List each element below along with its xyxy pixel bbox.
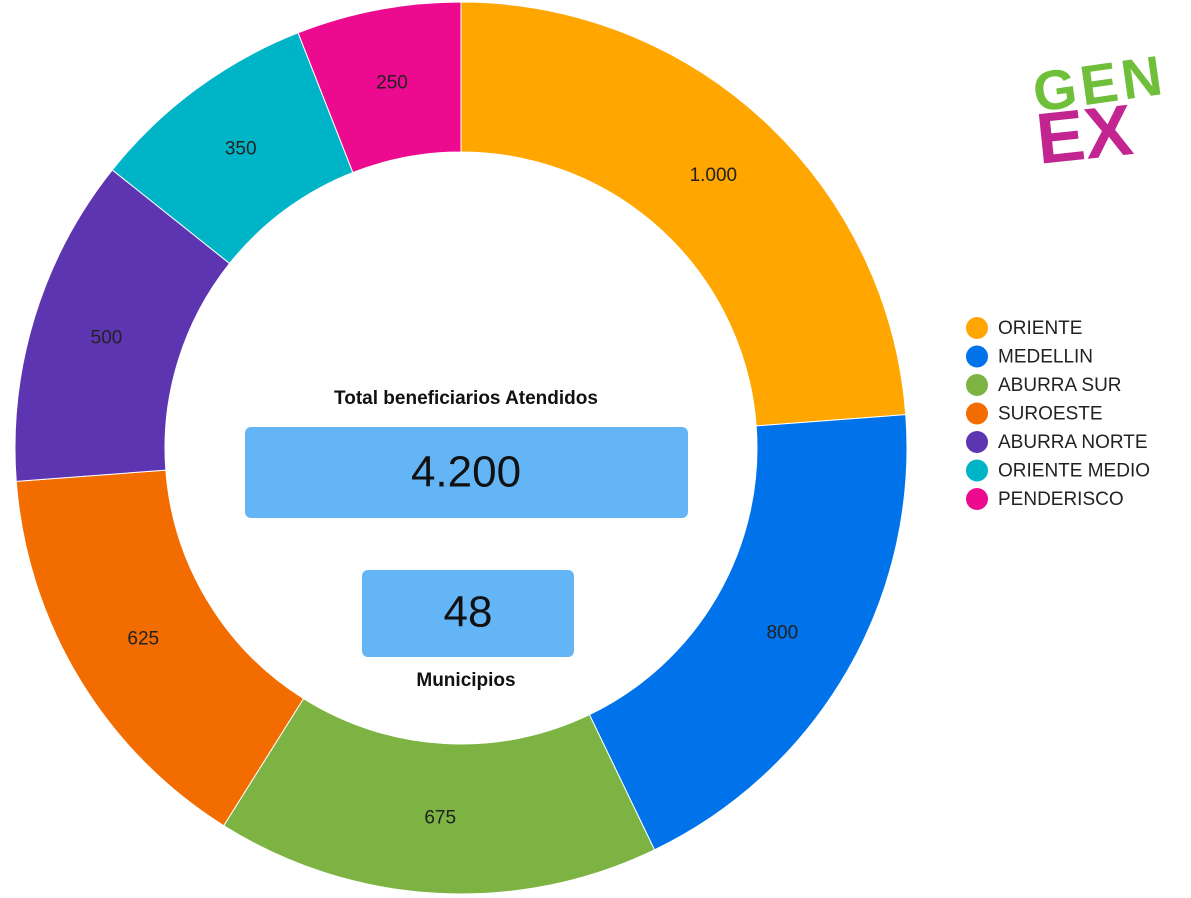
legend-label: ORIENTE [998, 318, 1082, 339]
kpi-label: Municipios [416, 670, 515, 691]
slice-label: 625 [127, 628, 159, 649]
legend-label: SUROESTE [998, 404, 1103, 425]
legend-swatch [966, 345, 988, 368]
slice-label: 250 [376, 72, 408, 93]
slice-label: 350 [225, 139, 257, 160]
legend: ORIENTE MEDELLIN ABURRA SUR SUROESTE ABURRA … [966, 317, 1150, 510]
slice [460, 1, 907, 427]
legend-swatch [966, 488, 988, 510]
kpi-box [245, 427, 688, 518]
kpi-box [362, 570, 574, 657]
legend-label: ORIENTE MEDIO [998, 461, 1150, 482]
legend-label: MEDELLIN [998, 347, 1093, 368]
slice-label: 500 [91, 328, 123, 349]
legend-label: ABURRA NORTE [998, 432, 1148, 453]
legend-swatch [966, 374, 988, 396]
slice-label: 800 [766, 623, 798, 644]
kpi-label: Total beneficiarios Atendidos [334, 388, 598, 409]
kpi-value: 4.200 [411, 448, 521, 497]
legend-swatch [966, 431, 988, 453]
slice [297, 1, 462, 174]
legend-swatch [966, 402, 988, 425]
donut: 1.000 800 675 625 500 350 250 [14, 1, 908, 895]
legend-swatch [966, 317, 988, 339]
legend-label: ABURRA SUR [998, 375, 1122, 396]
legend-label: PENDERISCO [998, 489, 1124, 510]
slice [588, 414, 908, 851]
logo: GEN EX [1029, 43, 1170, 180]
slice-label: 675 [424, 807, 456, 828]
slice-label: 1.000 [690, 165, 738, 186]
slice [223, 697, 656, 895]
legend-swatch [966, 459, 988, 482]
logo-bottom: EX [1033, 90, 1137, 180]
kpi-value: 48 [444, 588, 493, 637]
